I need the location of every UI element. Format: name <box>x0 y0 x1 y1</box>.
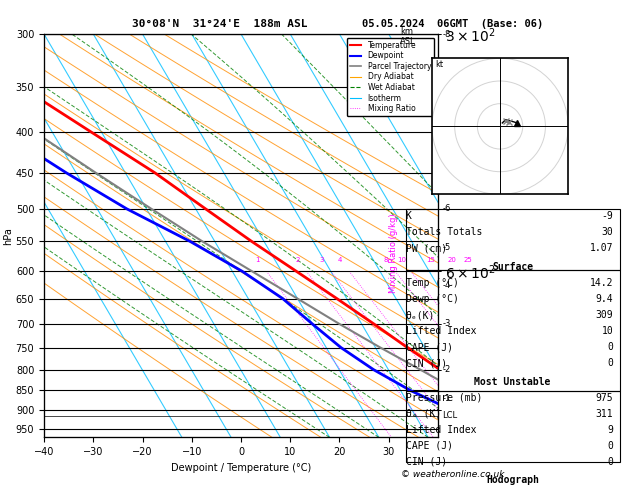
Text: -9: -9 <box>601 211 613 222</box>
Text: PW (cm): PW (cm) <box>406 243 447 254</box>
Text: 20: 20 <box>447 257 456 262</box>
Text: 8: 8 <box>384 257 388 262</box>
Text: Hodograph: Hodograph <box>486 475 539 486</box>
Text: Most Unstable: Most Unstable <box>474 377 551 387</box>
Text: 0: 0 <box>608 358 613 368</box>
Text: CAPE (J): CAPE (J) <box>406 342 453 352</box>
Text: LCL: LCL <box>442 411 457 420</box>
Legend: Temperature, Dewpoint, Parcel Trajectory, Dry Adiabat, Wet Adiabat, Isotherm, Mi: Temperature, Dewpoint, Parcel Trajectory… <box>347 38 434 116</box>
Text: 05.05.2024  06GMT  (Base: 06): 05.05.2024 06GMT (Base: 06) <box>362 19 543 30</box>
Text: Totals Totals: Totals Totals <box>406 227 482 238</box>
Text: Temp (°C): Temp (°C) <box>406 278 459 288</box>
Text: -3: -3 <box>442 319 450 329</box>
Text: Dewp (°C): Dewp (°C) <box>406 294 459 304</box>
Text: 30°08'N  31°24'E  188m ASL: 30°08'N 31°24'E 188m ASL <box>132 19 308 30</box>
X-axis label: Dewpoint / Temperature (°C): Dewpoint / Temperature (°C) <box>171 463 311 473</box>
Text: 975: 975 <box>596 393 613 403</box>
Text: 14.2: 14.2 <box>590 278 613 288</box>
Text: Mixing Ratio (g/kg): Mixing Ratio (g/kg) <box>389 213 398 293</box>
Text: Pressure (mb): Pressure (mb) <box>406 393 482 403</box>
Y-axis label: hPa: hPa <box>3 227 13 244</box>
Text: -1: -1 <box>442 394 450 403</box>
Text: 1.07: 1.07 <box>590 243 613 254</box>
Text: -5: -5 <box>442 243 450 252</box>
Text: 9: 9 <box>608 425 613 435</box>
Text: -6: -6 <box>442 204 450 213</box>
Text: -2: -2 <box>442 365 450 374</box>
Text: 25: 25 <box>464 257 473 262</box>
Text: -8: -8 <box>442 30 450 38</box>
Text: 30: 30 <box>601 227 613 238</box>
Text: 0: 0 <box>608 457 613 467</box>
Text: 2: 2 <box>296 257 299 262</box>
Text: 15: 15 <box>426 257 435 262</box>
Text: 1: 1 <box>255 257 260 262</box>
Text: 0: 0 <box>608 342 613 352</box>
Text: Lifted Index: Lifted Index <box>406 425 476 435</box>
Text: θₑ(K): θₑ(K) <box>406 310 435 320</box>
Text: © weatheronline.co.uk: © weatheronline.co.uk <box>401 469 504 479</box>
Text: 311: 311 <box>596 409 613 419</box>
Text: CIN (J): CIN (J) <box>406 358 447 368</box>
Text: kt: kt <box>435 60 443 69</box>
Text: km
ASL: km ASL <box>400 27 416 46</box>
Text: Lifted Index: Lifted Index <box>406 326 476 336</box>
Text: 10: 10 <box>601 326 613 336</box>
Text: 3: 3 <box>320 257 325 262</box>
Text: θₑ (K): θₑ (K) <box>406 409 441 419</box>
Text: -4: -4 <box>442 281 450 290</box>
Text: 309: 309 <box>596 310 613 320</box>
Text: 0: 0 <box>608 441 613 451</box>
Text: 10: 10 <box>397 257 406 262</box>
Text: CIN (J): CIN (J) <box>406 457 447 467</box>
Text: 9.4: 9.4 <box>596 294 613 304</box>
Text: CAPE (J): CAPE (J) <box>406 441 453 451</box>
Text: K: K <box>406 211 411 222</box>
Text: Surface: Surface <box>492 262 533 272</box>
Text: -7: -7 <box>442 128 450 137</box>
Text: 4: 4 <box>338 257 342 262</box>
